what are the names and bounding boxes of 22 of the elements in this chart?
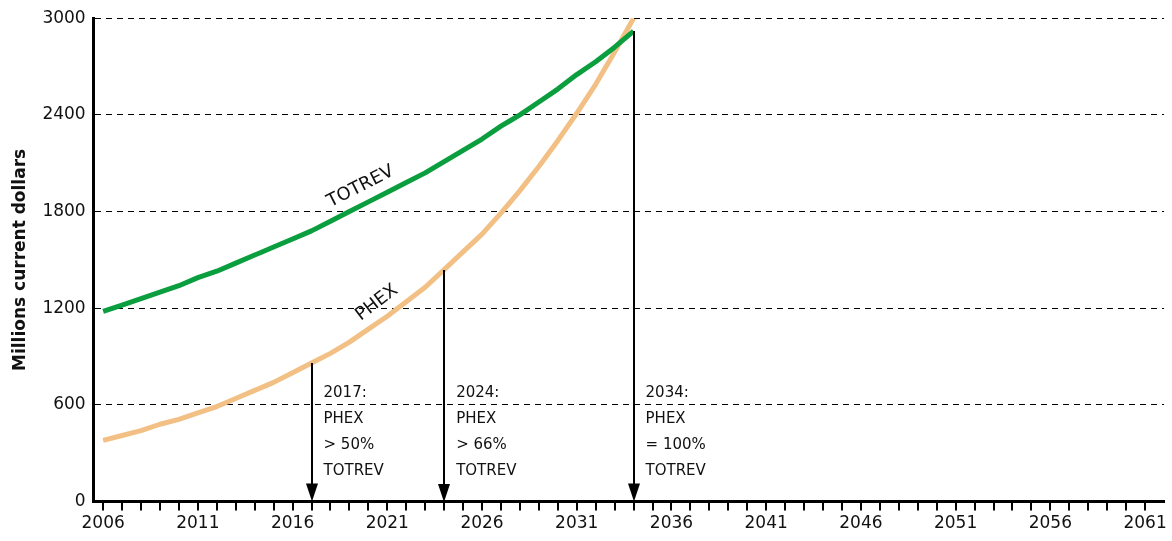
y-tick-label: 3000 bbox=[42, 6, 86, 27]
x-tick-label: 2036 bbox=[649, 512, 694, 533]
y-tick-label: 1200 bbox=[42, 296, 86, 317]
x-tick-label: 2051 bbox=[933, 512, 978, 533]
x-tick-label: 2061 bbox=[1123, 512, 1167, 533]
x-tick-label: 2041 bbox=[744, 512, 788, 533]
x-tick-label: 2006 bbox=[81, 512, 125, 533]
x-tick-label: 2031 bbox=[555, 512, 599, 533]
x-tick-label: 2011 bbox=[176, 512, 220, 533]
y-axis-title: Millions current dollars bbox=[8, 148, 29, 371]
y-tick-label: 600 bbox=[53, 393, 86, 414]
y-tick-label: 0 bbox=[74, 490, 86, 511]
annotation: 2034: PHEX = 100% TOTREV bbox=[644, 383, 707, 480]
x-tick-label: 2016 bbox=[270, 512, 315, 533]
y-tick-label: 2400 bbox=[42, 103, 86, 124]
annotation: 2017: PHEX > 50% TOTREV bbox=[322, 383, 385, 480]
x-tick-label: 2056 bbox=[1028, 512, 1072, 533]
x-tick-label: 2021 bbox=[365, 512, 409, 533]
annotation: 2024: PHEX > 66% TOTREV bbox=[455, 383, 518, 480]
x-tick-label: 2026 bbox=[460, 512, 504, 533]
y-tick-label: 1800 bbox=[42, 199, 86, 220]
x-tick-label: 2046 bbox=[839, 512, 883, 533]
